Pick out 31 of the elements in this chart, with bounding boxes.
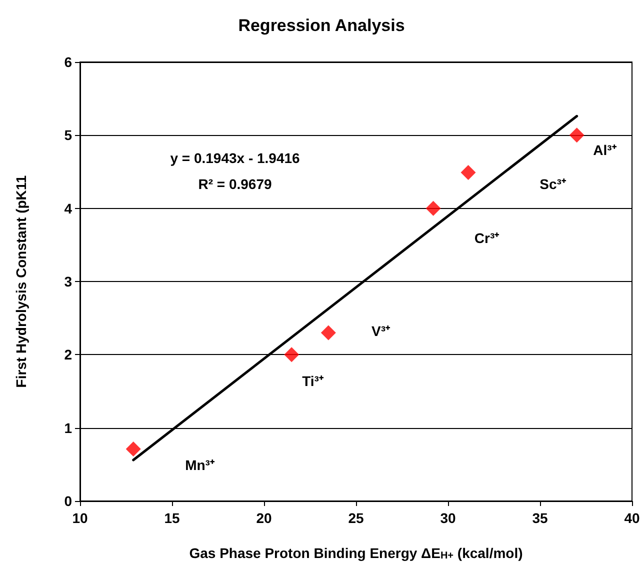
chart-title: Regression Analysis: [238, 16, 405, 35]
annotation: y = 0.1943x - 1.9416: [170, 150, 300, 166]
x-tick-label: 35: [532, 510, 548, 526]
y-tick-label: 2: [64, 346, 72, 363]
annotation: Al³⁺: [593, 142, 617, 158]
y-tick-label: 5: [64, 127, 72, 144]
y-tick-label: 6: [64, 54, 72, 70]
x-tick-label: 30: [440, 510, 456, 526]
point: [126, 442, 141, 457]
y-axis-title: First Hydrolysis Constant (pK11: [13, 175, 29, 388]
annotation: Mn³⁺: [185, 457, 215, 473]
annotation: Sc³⁺: [540, 176, 566, 192]
x-tick-label: 10: [72, 510, 88, 526]
annotation: Ti³⁺: [302, 373, 324, 389]
point: [284, 347, 300, 362]
x-tick-label: 40: [624, 510, 640, 526]
point: [426, 200, 441, 216]
point: [569, 128, 584, 143]
y-tick-label: 0: [64, 493, 72, 509]
annotation: V³⁺: [372, 323, 390, 339]
x-axis-title: Gas Phase Proton Binding Energy ΔEH+ (kcal/mol): [189, 545, 523, 562]
y-tick-label: 3: [64, 274, 72, 290]
point: [460, 164, 476, 180]
y-tick-label: 4: [64, 200, 72, 216]
x-tick-label: 20: [256, 510, 272, 526]
point: [320, 325, 336, 340]
annotation: Cr³⁺: [474, 230, 500, 246]
x-tick-label: 25: [348, 510, 364, 526]
y-tick-label: 1: [64, 420, 72, 436]
x-tick-label: 15: [164, 510, 180, 526]
annotation: R² = 0.9679: [198, 176, 272, 192]
